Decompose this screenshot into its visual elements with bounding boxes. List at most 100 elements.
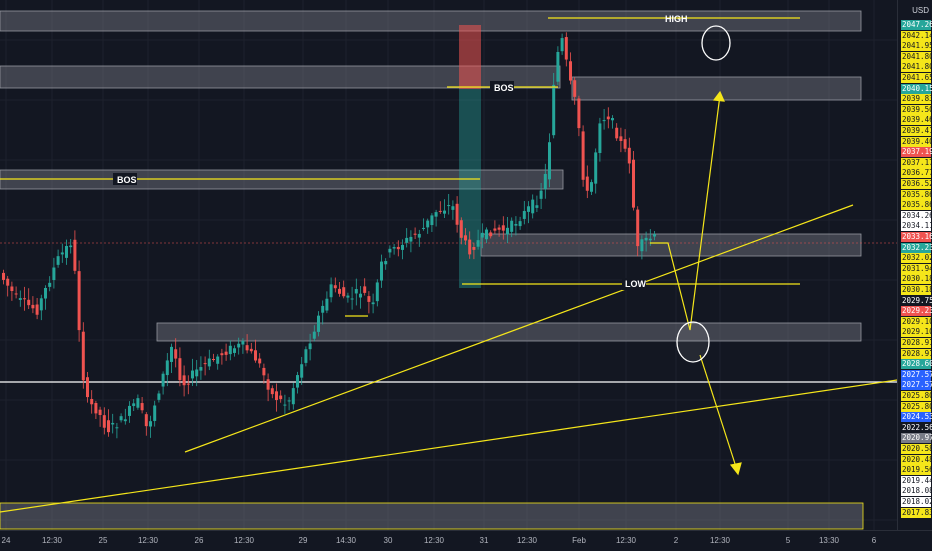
candle-body — [380, 261, 383, 281]
candle-body — [485, 229, 488, 240]
time-label: 12:30 — [516, 536, 538, 545]
price-label: 2041.806 — [901, 62, 932, 73]
zone-high[interactable] — [0, 10, 862, 32]
candle-body — [86, 377, 89, 398]
candle-body — [157, 393, 161, 400]
price-scale[interactable]: USD 2047.2692042.1402041.9502041.8062041… — [897, 0, 932, 530]
candle-body — [178, 358, 182, 381]
price-label: 2029.239 — [901, 306, 932, 317]
candle-body — [136, 398, 140, 408]
candle-body — [77, 271, 81, 331]
candle-body — [648, 238, 652, 241]
candle-body — [497, 227, 501, 230]
candle-body — [606, 116, 610, 120]
candle-body — [338, 288, 341, 294]
candle-body — [573, 80, 577, 97]
candle-body — [564, 37, 568, 60]
price-label: 2027.571 — [901, 380, 932, 391]
time-label: 13:30 — [818, 536, 840, 545]
arrow-up-head — [712, 90, 725, 102]
time-label: 12:30 — [709, 536, 731, 545]
candle-body — [472, 247, 476, 250]
price-label: 2028.910 — [901, 338, 932, 348]
bos-bear-box[interactable] — [459, 25, 481, 89]
price-label: 2039.504 — [901, 104, 932, 115]
candle-body — [396, 246, 400, 250]
candle-body — [39, 298, 43, 311]
candle-body — [569, 61, 572, 81]
candle-body — [632, 159, 635, 208]
candle-body — [581, 131, 585, 180]
candle-body — [2, 272, 5, 280]
target-circle-mid[interactable] — [676, 321, 710, 363]
candle-body — [354, 289, 358, 294]
price-label: 2019.566 — [901, 465, 932, 476]
price-label: 2037.174 — [901, 157, 932, 168]
price-label: 2033.165 — [901, 232, 932, 242]
candle-body — [237, 343, 241, 348]
candle-body — [23, 298, 26, 300]
candle-body — [346, 295, 350, 298]
candle-body — [594, 152, 598, 184]
candle-body — [220, 353, 224, 356]
candle-body — [451, 206, 455, 210]
candle-body — [275, 391, 278, 401]
candle-body — [413, 233, 417, 235]
candle-body — [447, 205, 451, 207]
price-label: 2047.269 — [901, 20, 932, 30]
candle-body — [132, 403, 136, 407]
candle-body — [367, 296, 371, 302]
candle-body — [518, 221, 522, 227]
price-label: 2025.802 — [901, 391, 932, 401]
candle-body — [60, 252, 64, 255]
candle-body — [598, 123, 602, 153]
candle-body — [527, 206, 530, 212]
candle-body — [102, 415, 106, 428]
price-label: 2022.560 — [901, 422, 932, 433]
price-label: 2041.806 — [901, 51, 932, 62]
candle-body — [52, 267, 56, 281]
candle-body — [489, 232, 493, 237]
candle-body — [464, 235, 467, 241]
price-label: 2042.140 — [901, 30, 932, 41]
time-axis[interactable]: 24 12:30 25 12:30 26 12:30 29 14:30 30 12:30 31 12:… — [0, 530, 932, 551]
candle-body — [590, 182, 593, 192]
candle-body — [115, 427, 119, 429]
price-label: 2039.839 — [901, 94, 932, 105]
candle-body — [10, 286, 14, 292]
candle-body — [585, 176, 589, 191]
candle-body — [262, 367, 266, 376]
candle-body — [552, 84, 556, 136]
candle-body — [291, 388, 295, 405]
zone-upper-left[interactable] — [0, 65, 561, 89]
projection-path[interactable] — [650, 94, 721, 331]
price-label: 2020.489 — [901, 454, 932, 465]
price-chart[interactable]: HIGH BOS BOS LOW — [0, 0, 897, 530]
price-label: 2027.571 — [901, 369, 932, 380]
candle-body — [615, 127, 619, 139]
price-label: 2035.865 — [901, 200, 932, 211]
candle-body — [107, 420, 110, 433]
candle-body — [174, 349, 178, 359]
candle-body — [119, 416, 123, 421]
target-circle-high[interactable] — [701, 25, 731, 61]
arrow-down-head — [729, 462, 742, 476]
zone-bottom[interactable] — [0, 502, 864, 530]
candle-body — [602, 120, 606, 122]
price-label: 2030.184 — [901, 285, 932, 295]
price-label: 2025.802 — [901, 401, 932, 412]
trendline-upper[interactable] — [184, 204, 854, 453]
candle-body — [426, 220, 430, 228]
price-label: 2040.157 — [901, 83, 932, 94]
price-label: 2032.024 — [901, 253, 932, 264]
candle-body — [224, 351, 228, 355]
candle-body — [392, 247, 396, 249]
price-label: 2018.089 — [901, 486, 932, 497]
trendline-lower[interactable] — [0, 379, 897, 513]
currency-label[interactable]: USD — [912, 6, 929, 15]
candle-body — [266, 379, 270, 390]
candle-body — [144, 414, 148, 427]
projection-down[interactable] — [699, 354, 738, 471]
price-label: 2041.950 — [901, 41, 932, 52]
